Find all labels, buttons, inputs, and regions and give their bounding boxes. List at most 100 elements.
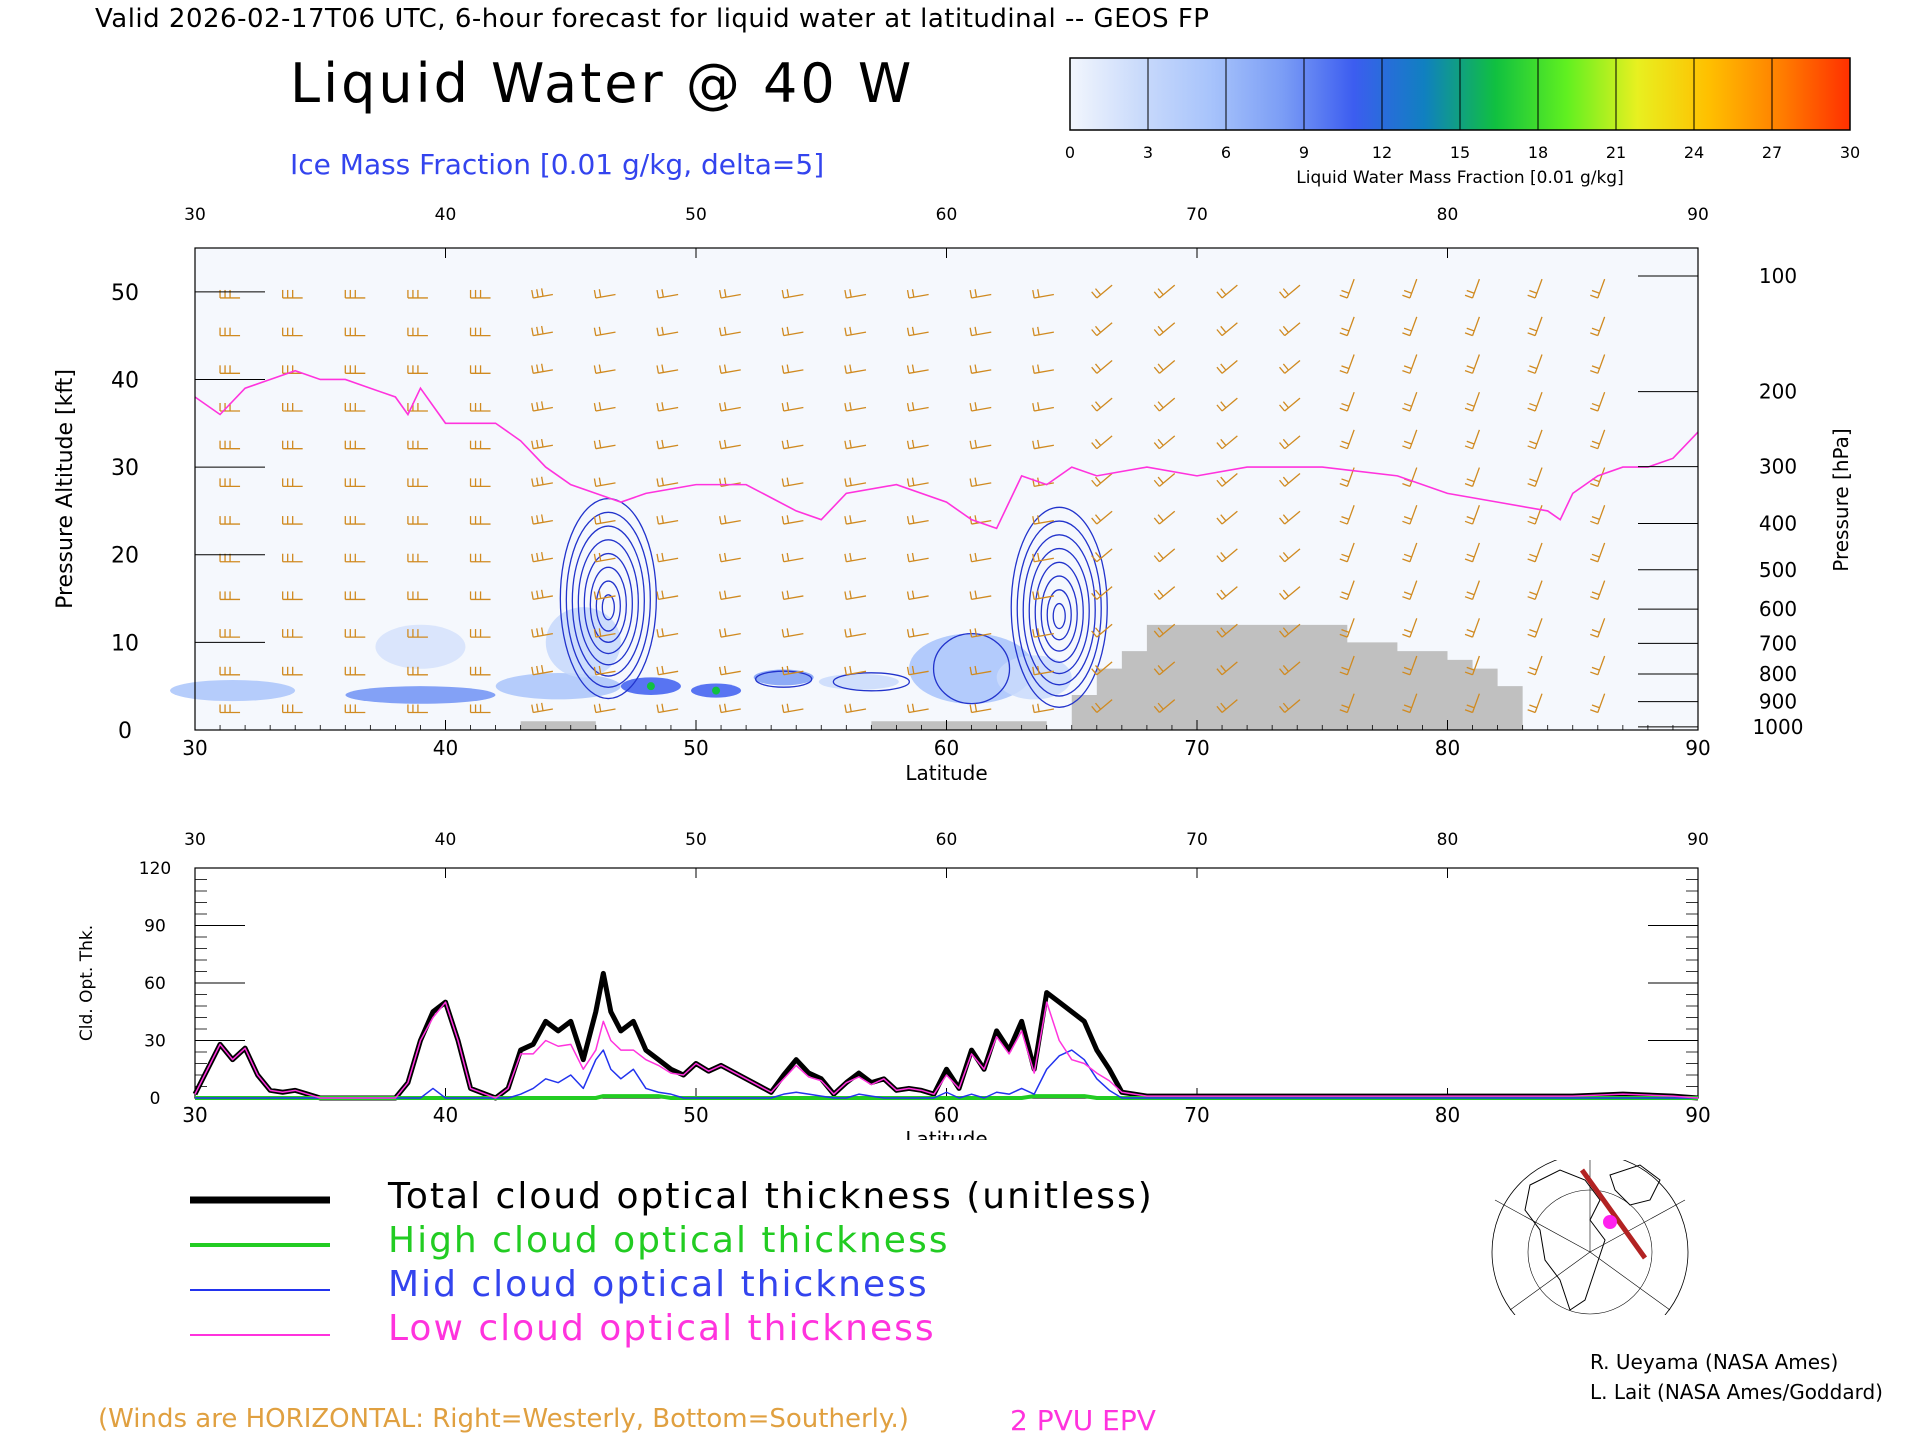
wind-barb [844, 364, 867, 374]
wind-barb [656, 289, 679, 299]
wind-barb [1216, 359, 1238, 374]
y-axis-label: Pressure Altitude [kft] [53, 369, 78, 609]
wind-barb [906, 326, 929, 337]
x-tick-label-top: 70 [1186, 830, 1208, 850]
x-axis-label: Latitude [905, 761, 987, 780]
ice-mass-contour [1028, 547, 1090, 675]
wind-barb [1339, 391, 1355, 412]
wind-barb [781, 364, 804, 374]
wind-barb [1153, 623, 1176, 638]
wind-barb [781, 402, 804, 412]
pvu-label: 2 PVU EPV [1010, 1404, 1156, 1437]
ice-mass-contour [1016, 520, 1102, 697]
wind-barb [1153, 397, 1176, 412]
ice-mass-contour [1022, 534, 1096, 686]
wind-barb [1590, 505, 1606, 525]
wind-barb [469, 440, 491, 450]
legend-high-label: High cloud optical thickness [388, 1220, 950, 1261]
wind-barb [719, 703, 741, 714]
wind-barb [969, 326, 992, 337]
wind-barb [656, 515, 679, 525]
wind-barb [1153, 510, 1176, 525]
wind-barb [1590, 391, 1606, 412]
legend-mid-label: Mid cloud optical thickness [388, 1264, 929, 1305]
wind-barb [531, 363, 553, 374]
ice-mass-contour [1052, 602, 1066, 630]
x-tick-label-top: 40 [435, 205, 457, 225]
wind-barb [219, 629, 241, 638]
wind-barb [781, 590, 804, 601]
wind-barb [1153, 435, 1176, 450]
colorbar-tick-label: 3 [1143, 143, 1153, 162]
wind-barb [1216, 473, 1238, 487]
colorbar-tick-label: 24 [1684, 143, 1704, 162]
wind-barb [1339, 618, 1355, 638]
wind-barb [1527, 429, 1543, 450]
wind-barb [781, 326, 804, 337]
wind-barb [1590, 693, 1606, 714]
wind-barb [1590, 580, 1606, 601]
wind-barb [1279, 473, 1301, 487]
wind-barb [344, 327, 366, 337]
wind-barb [282, 403, 303, 412]
wind-barb [282, 478, 303, 488]
wind-barb [906, 364, 929, 374]
wind-barb [219, 666, 241, 676]
ice-mass-contour [565, 511, 651, 688]
y-tick-label: 10 [111, 631, 139, 656]
wind-barb [1032, 628, 1054, 638]
ground-terrain [520, 624, 1698, 730]
wind-barb [1153, 548, 1176, 563]
ice-mass-contour [1010, 506, 1108, 708]
wind-barb [1590, 316, 1606, 337]
wind-barb [1153, 359, 1176, 374]
wind-barb [1216, 435, 1238, 450]
x-tick-label-top: 30 [184, 830, 206, 850]
colorbar: 0 3 6 9 12 15 18 21 24 27 30 Liquid Water Mass Frac… [1065, 57, 1860, 188]
wind-barb [1091, 284, 1113, 299]
wind-barb [844, 515, 867, 525]
wind-barb [719, 364, 741, 374]
wind-barb [719, 402, 741, 412]
wind-barb [906, 402, 929, 412]
wind-barb [1527, 354, 1543, 374]
x-tick-label-top: 70 [1186, 205, 1208, 225]
wind-barb [1032, 665, 1054, 676]
wind-barb [781, 628, 804, 638]
wind-barb [1590, 618, 1606, 638]
wind-barb [1464, 391, 1481, 412]
y-tick-label: 30 [144, 1032, 166, 1052]
y-tick-label: 30 [111, 456, 139, 481]
wind-barb [1153, 699, 1176, 713]
wind-barb [844, 439, 867, 450]
map-coastline [1524, 1169, 1606, 1311]
wind-barb [656, 326, 679, 337]
wind-barb [407, 289, 428, 299]
wind-barb [656, 590, 679, 601]
pressure-tick-label: 900 [1759, 690, 1797, 714]
wind-barb [344, 289, 366, 299]
wind-barb [1091, 510, 1113, 525]
wind-barb [1527, 693, 1543, 714]
y-tick-label: 0 [118, 719, 132, 744]
wind-barb [1153, 284, 1176, 299]
liquid-water-patch [545, 607, 621, 678]
wind-barb [719, 628, 741, 638]
wind-barb [1091, 473, 1113, 487]
wind-barb [531, 627, 553, 638]
x-axis-label: Latitude [905, 1127, 987, 1140]
wind-barb [531, 589, 553, 601]
x-tick-label-top: 80 [1437, 830, 1459, 850]
wind-barb [1590, 655, 1606, 676]
wind-barb [656, 439, 679, 450]
wind-barb [1402, 429, 1418, 450]
wind-barb [1590, 542, 1606, 563]
optical-thickness-chart: 0 30 60 90 120 Cld. Opt. Thk. 30 30 40 40 50 50 60 60… [77, 830, 1711, 1140]
y-tick-label: 20 [111, 544, 139, 569]
wind-barb [969, 665, 992, 676]
wind-barb [969, 703, 992, 714]
wind-barb [1464, 542, 1481, 563]
wind-barb [656, 477, 679, 488]
wind-barb [1032, 402, 1054, 412]
x-tick-label: 90 [1685, 736, 1710, 760]
